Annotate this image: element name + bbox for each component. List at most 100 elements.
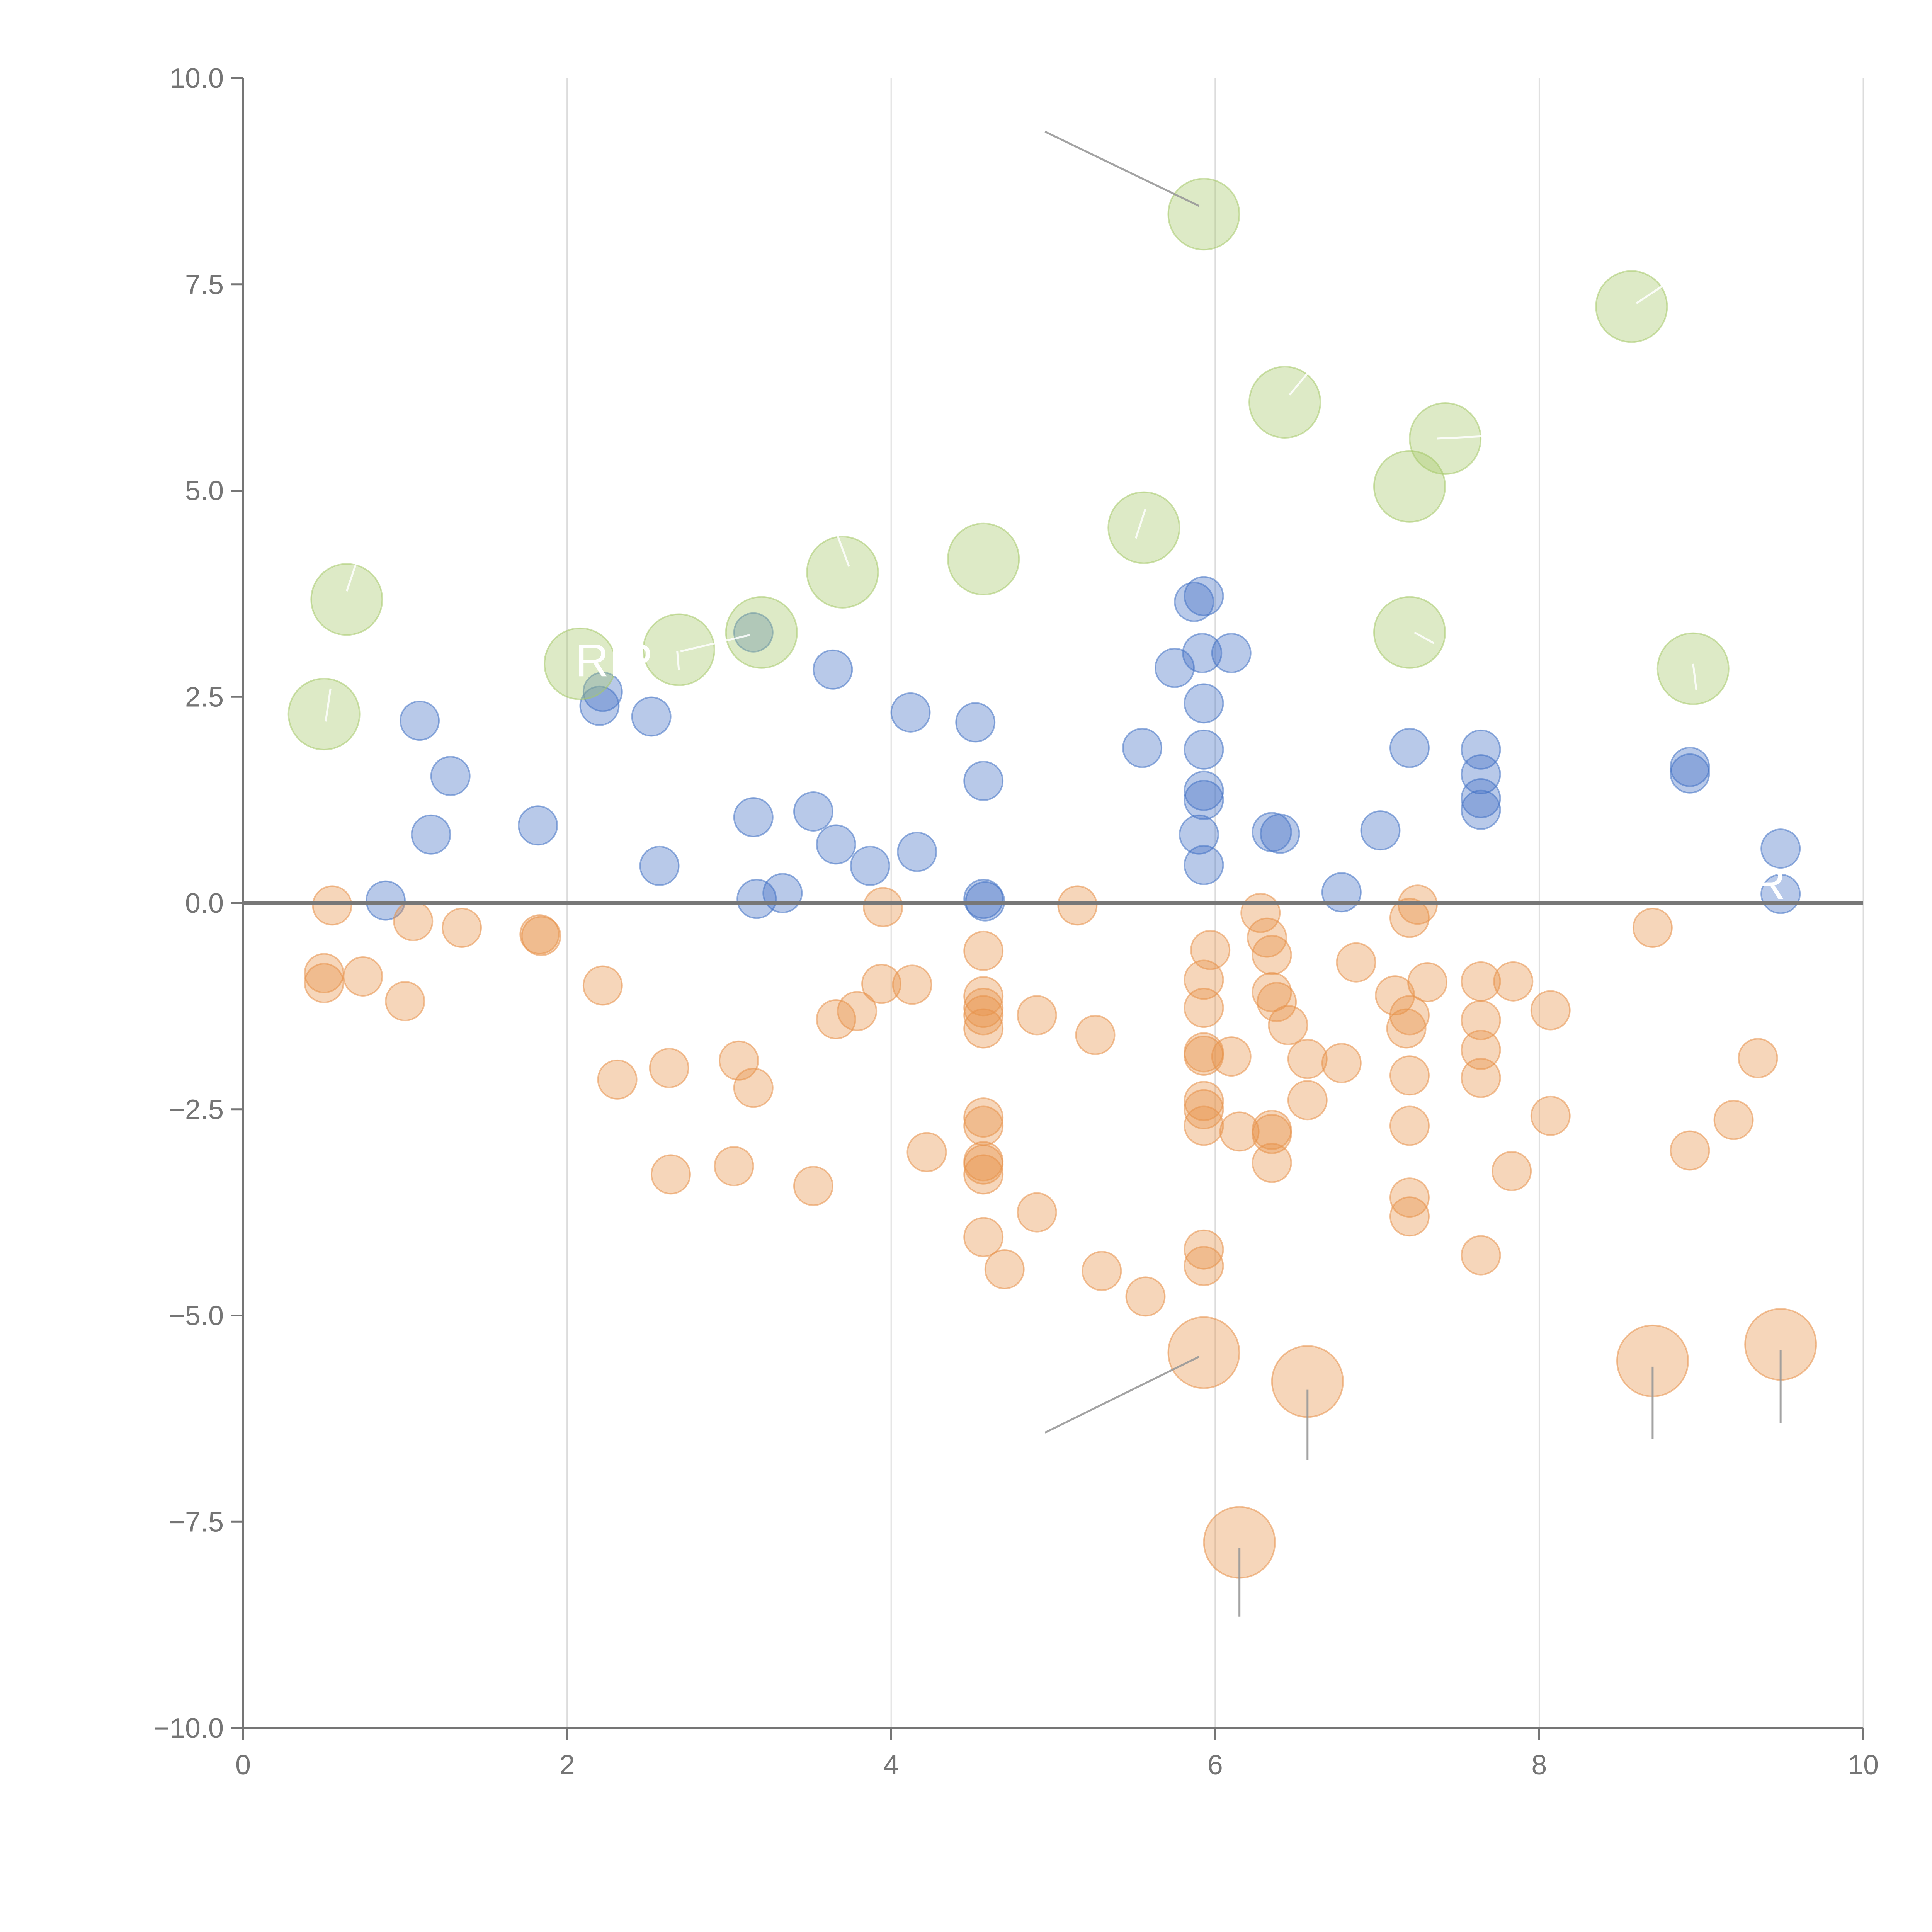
- data-point: [442, 908, 482, 948]
- data-point: [897, 832, 937, 872]
- data-point: [1386, 1008, 1427, 1049]
- data-point: [733, 1068, 774, 1108]
- series-negative-small: [304, 884, 1778, 1317]
- data-point: [850, 845, 890, 886]
- data-point: [1057, 885, 1098, 926]
- data-point: [963, 1154, 1004, 1195]
- data-point: [1184, 770, 1224, 811]
- data-point: [1389, 1196, 1430, 1237]
- data-point: [1184, 683, 1224, 724]
- data-point: [1184, 959, 1224, 1000]
- data-point: [1184, 576, 1224, 616]
- data-point: [963, 995, 1004, 1036]
- data-point: [393, 901, 434, 941]
- data-point: [1182, 633, 1223, 673]
- data-point: [631, 696, 672, 737]
- data-point: [304, 963, 344, 1003]
- data-point: [597, 1059, 638, 1100]
- data-point: [1461, 729, 1501, 770]
- x-tick-label: 10: [1848, 1750, 1879, 1781]
- data-point: [892, 964, 932, 1005]
- data-point: [1493, 961, 1534, 1002]
- data-point: [1184, 988, 1224, 1028]
- data-point: [400, 701, 440, 741]
- data-point: [1184, 729, 1224, 770]
- data-point: [719, 1040, 759, 1081]
- axis-layer: 10.0 7.5 5.0 2.5 0.0 −2.5 −5.0 −7.5 −10.0 0 2 4 6 8 10: [153, 63, 1879, 1781]
- data-point: [1125, 1276, 1166, 1317]
- x-tick-label: 2: [560, 1750, 575, 1781]
- y-tick-label: −2.5: [169, 1094, 224, 1125]
- data-point: [793, 1166, 833, 1206]
- data-point: [519, 914, 560, 955]
- data-point: [1252, 1114, 1292, 1154]
- data-point: [1257, 982, 1297, 1022]
- leader-line: [1692, 663, 1697, 690]
- data-point: [1122, 728, 1163, 768]
- data-point: [1219, 1111, 1260, 1152]
- data-point: [1461, 1235, 1501, 1276]
- annotation-label: MENR: [1649, 857, 1786, 909]
- data-point: [963, 1217, 1004, 1257]
- data-point: [518, 805, 558, 846]
- data-point: [963, 930, 1004, 971]
- data-point: [521, 916, 561, 956]
- data-point: [1211, 1036, 1252, 1077]
- data-point: [1017, 995, 1057, 1036]
- data-point: [1260, 813, 1300, 854]
- data-point: [642, 613, 715, 686]
- data-point: [1336, 942, 1376, 983]
- data-point: [343, 956, 383, 997]
- data-point: [650, 1154, 691, 1195]
- data-point: [1211, 633, 1252, 673]
- y-tick-label: −7.5: [169, 1507, 224, 1537]
- data-point: [984, 1249, 1025, 1289]
- y-tick-label: −5.0: [169, 1301, 224, 1332]
- x-tick-label: 0: [235, 1750, 251, 1781]
- data-point: [1389, 1055, 1430, 1096]
- data-point: [1268, 1005, 1308, 1045]
- leader-line: [680, 634, 750, 653]
- data-point: [582, 965, 623, 1006]
- data-point: [1107, 491, 1180, 564]
- data-point: [762, 873, 803, 913]
- data-point: [1017, 1192, 1057, 1233]
- data-point: [1373, 596, 1446, 669]
- data-point: [1713, 1100, 1754, 1140]
- data-point: [1389, 728, 1430, 768]
- data-point: [411, 814, 451, 855]
- data-point: [1461, 1000, 1501, 1041]
- data-point: [1247, 917, 1287, 958]
- data-point: [955, 702, 996, 743]
- data-point: [1252, 1143, 1292, 1183]
- data-point: [861, 964, 902, 1004]
- data-point: [963, 1097, 1004, 1138]
- x-tick-label: 8: [1531, 1750, 1547, 1781]
- data-point: [837, 991, 878, 1031]
- data-point: [1389, 898, 1430, 938]
- leader-line: [1636, 281, 1670, 304]
- data-point: [906, 1132, 947, 1172]
- data-point: [1321, 872, 1362, 913]
- data-point: [963, 761, 1004, 801]
- series-positive-small: [365, 576, 1801, 922]
- leader-line: [345, 562, 357, 592]
- data-point: [793, 791, 833, 832]
- data-point: [733, 797, 774, 837]
- data-point: [816, 824, 856, 865]
- leader-line: [676, 651, 680, 671]
- data-point: [1184, 1246, 1224, 1286]
- data-point: [1461, 1030, 1501, 1070]
- data-point: [1252, 935, 1292, 975]
- data-point: [312, 885, 352, 926]
- data-point: [947, 522, 1020, 595]
- leader-line: [1044, 1356, 1199, 1434]
- data-point: [1670, 753, 1710, 794]
- data-point: [1167, 1316, 1240, 1389]
- annotation-layer: RIP MENR: [575, 634, 1786, 909]
- data-point: [1530, 990, 1571, 1031]
- y-tick-label: 10.0: [170, 63, 224, 94]
- data-point: [385, 981, 425, 1022]
